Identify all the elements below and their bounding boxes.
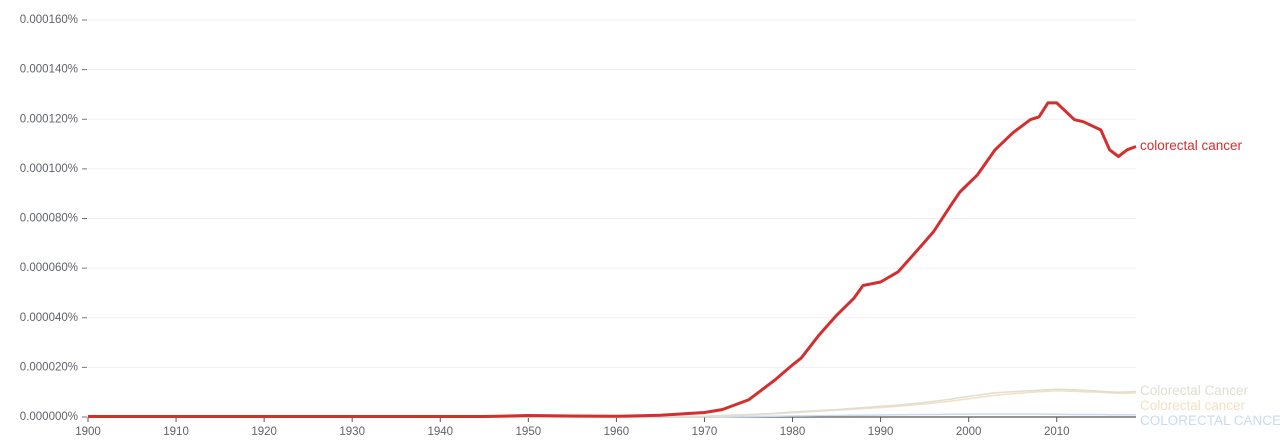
x-tick-label: 1990 <box>868 426 894 438</box>
x-tick-label: 1930 <box>339 426 365 438</box>
y-tick-label: 0.000040% <box>20 312 78 324</box>
x-tick-label: 1950 <box>516 426 542 438</box>
y-tick-label: 0.000080% <box>20 213 78 225</box>
x-tick-label: 1960 <box>604 426 630 438</box>
legend-label: colorectal cancer <box>1140 138 1243 153</box>
y-tick-label: 0.000140% <box>20 64 78 76</box>
y-tick-label: 0.000120% <box>20 113 78 125</box>
x-tick-label: 2000 <box>956 426 982 438</box>
x-tick-label: 1940 <box>427 426 453 438</box>
series-line <box>88 101 1137 418</box>
x-tick-label: 1980 <box>780 426 806 438</box>
x-tick-label: 2010 <box>1044 426 1070 438</box>
x-tick-label: 1900 <box>75 426 101 438</box>
legend-label: Colorectal cancer <box>1140 398 1246 413</box>
series-line <box>88 388 1137 418</box>
legend-label: Colorectal Cancer <box>1140 383 1249 398</box>
x-tick-label: 1970 <box>692 426 718 438</box>
y-tick-label: 0.000160% <box>20 14 78 26</box>
y-tick-label: 0.000020% <box>20 361 78 373</box>
legend-label: COLORECTAL CANCER <box>1140 413 1280 428</box>
x-tick-label: 1910 <box>163 426 189 438</box>
y-tick-label: 0.000060% <box>20 262 78 274</box>
x-tick-label: 1920 <box>251 426 277 438</box>
y-tick-label: 0.000000% <box>20 411 78 423</box>
y-tick-label: 0.000100% <box>20 163 78 175</box>
